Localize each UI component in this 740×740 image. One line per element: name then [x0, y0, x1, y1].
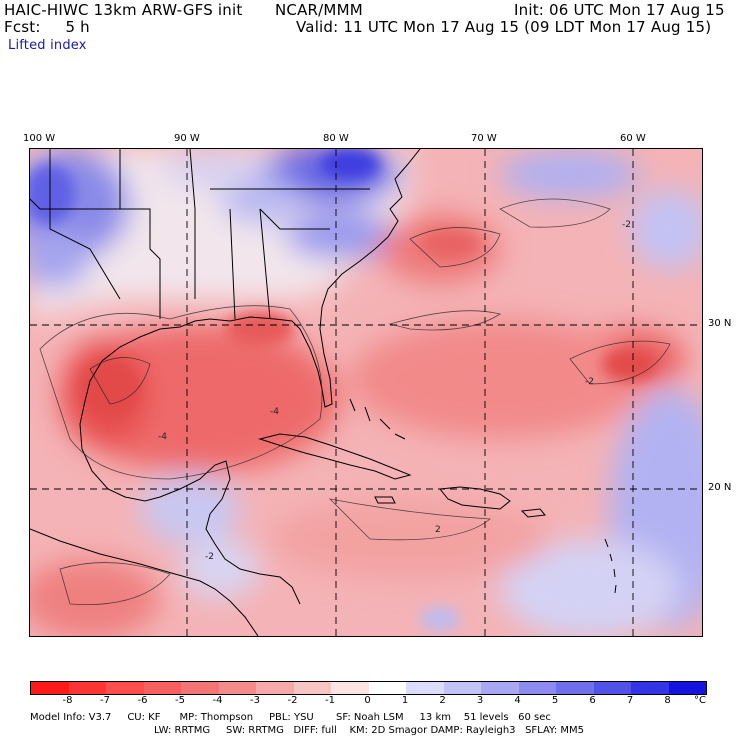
colorbar-swatch [668, 682, 706, 694]
colorbar-tick-label: 4 [514, 695, 521, 706]
contour-label: -2 [205, 552, 214, 562]
colorbar-tick-label: -6 [137, 695, 148, 706]
colorbar-swatch [293, 682, 331, 694]
colorbar-swatch [631, 682, 669, 694]
institution-label: NCAR/MMM [275, 1, 363, 19]
colorbar-tick-label: -5 [175, 695, 185, 706]
colorbar-tick-label: -7 [100, 695, 110, 706]
colorbar-tick-label: -4 [212, 695, 223, 706]
colorbar-swatch [556, 682, 594, 694]
model-info-line1: Model Info: V3.7 CU: KF MP: Thompson PBL… [30, 712, 551, 723]
contour-label: -2 [622, 220, 631, 230]
colorbar-swatch [406, 682, 444, 694]
colorbar-swatch [518, 682, 556, 694]
lon-label-100w: 100 W [23, 133, 56, 144]
contour-label: -2 [585, 377, 594, 387]
colorbar-swatch [256, 682, 294, 694]
colorbar-swatch [106, 682, 144, 694]
colorbar-tick-label: -3 [250, 695, 260, 706]
contour-label: -4 [270, 407, 279, 417]
lifted-index-map: -4 -2 -2 2 -2 -4 [29, 148, 703, 637]
lon-label-90w: 90 W [174, 133, 200, 144]
colorbar-swatch [481, 682, 519, 694]
model-title: HAIC-HIWC 13km ARW-GFS init [4, 1, 243, 19]
colorbar-tick-label: 8 [664, 695, 671, 706]
colorbar-tick-label: 5 [551, 695, 559, 706]
colorbar-tick-label: -2 [287, 695, 298, 706]
colorbar-tick-label: -1 [325, 695, 335, 706]
contour-label: -4 [158, 432, 167, 442]
field-name: Lifted index [8, 38, 87, 53]
contour-label: 2 [435, 525, 441, 535]
colorbar-swatch [331, 682, 369, 694]
model-info-line2: LW: RRTMG SW: RRTMG DIFF: full KM: 2D Sm… [154, 725, 584, 736]
colorbar-swatch [218, 682, 256, 694]
colorbar-unit: °C [694, 695, 706, 706]
colorbar-swatch [31, 682, 69, 694]
contours [39, 198, 671, 605]
colorbar-tick-label: 6 [589, 695, 596, 706]
colorbar-swatch [68, 682, 106, 694]
colorbar-tick-label: 2 [439, 695, 446, 706]
colorbar-swatch [593, 682, 631, 694]
valid-time: Valid: 11 UTC Mon 17 Aug 15 (09 LDT Mon … [296, 18, 712, 36]
colorbar-swatch [143, 682, 181, 694]
init-time: Init: 06 UTC Mon 17 Aug 15 [514, 1, 725, 19]
colorbar-tick-label: 7 [626, 695, 634, 706]
lat-label-30n: 30 N [708, 318, 732, 329]
colorbar-tick-label: -8 [62, 695, 73, 706]
colorbar-tick-label: 0 [364, 695, 371, 706]
coastlines [30, 149, 617, 636]
colorbar [30, 681, 707, 695]
colorbar-swatch [443, 682, 481, 694]
lat-label-20n: 20 N [708, 482, 732, 493]
forecast-hour: Fcst: 5 h [4, 18, 90, 36]
lat-lon-grid [30, 149, 702, 636]
lon-label-70w: 70 W [471, 133, 497, 144]
colorbar-tick-label: 3 [476, 695, 484, 706]
contour-label-group: -4 -2 -2 2 -2 -4 [158, 220, 631, 562]
lon-label-60w: 60 W [620, 133, 646, 144]
colorbar-swatch [181, 682, 219, 694]
colorbar-swatch [368, 682, 406, 694]
lon-label-80w: 80 W [323, 133, 349, 144]
map-canvas: -4 -2 -2 2 -2 -4 [30, 149, 702, 636]
colorbar-tick-label: 1 [401, 695, 409, 706]
